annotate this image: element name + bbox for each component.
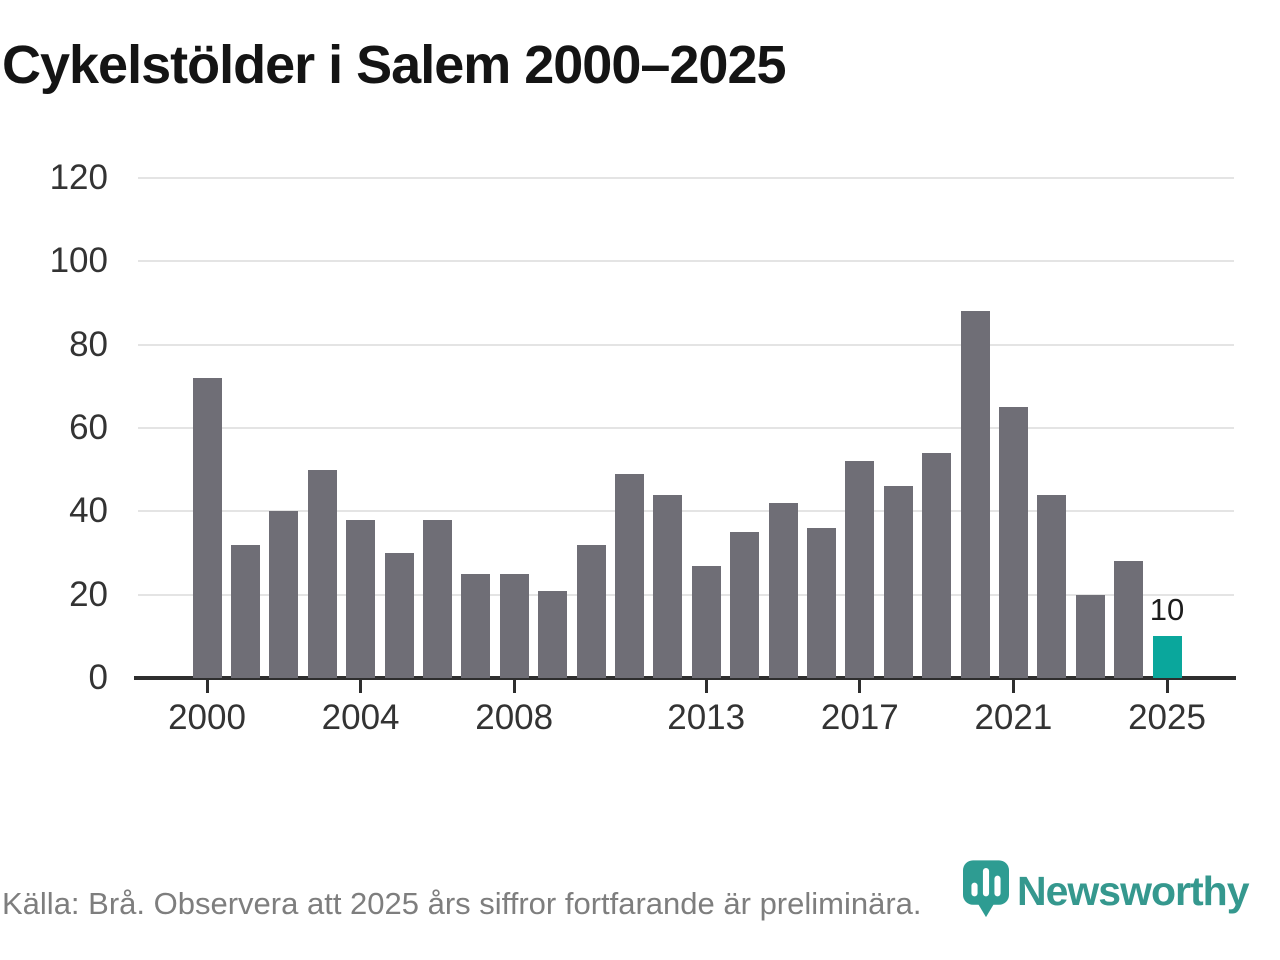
x-axis-label-2025: 2025 xyxy=(1128,698,1206,737)
bar-2002 xyxy=(269,511,299,678)
gridline-y-80 xyxy=(138,343,1234,346)
gridline-y-120 xyxy=(138,177,1234,179)
highlight-value-label: 10 xyxy=(1149,592,1185,628)
bar-2023 xyxy=(1075,594,1105,678)
newsworthy-logo-text: Newsworthy xyxy=(1017,868,1249,914)
gridline-y-60 xyxy=(138,427,1234,429)
x-axis-label-2013: 2013 xyxy=(667,698,746,737)
plot-area: 0 20 40 60 80 100 120 10 2000 2004 2008 2013 2017 202… xyxy=(50,158,1236,737)
x-axis-tick-2021 xyxy=(1011,680,1015,693)
bar-2015 xyxy=(768,503,798,678)
x-axis-tick-2025 xyxy=(1165,680,1169,693)
bar-2020 xyxy=(960,311,990,678)
bar-2022 xyxy=(1037,494,1067,678)
newsworthy-logo-icon xyxy=(963,860,1009,922)
bar-2013 xyxy=(691,565,721,678)
y-axis-label-20: 20 xyxy=(69,574,108,614)
x-axis-label-2008: 2008 xyxy=(475,698,554,737)
bar-2000 xyxy=(192,378,222,678)
y-axis-label-0: 0 xyxy=(88,658,108,697)
bar-2021 xyxy=(998,407,1028,678)
gridline-y-100 xyxy=(138,260,1234,263)
gridline-y-40 xyxy=(138,510,1234,513)
x-axis-label-2021: 2021 xyxy=(974,698,1053,737)
x-axis-line xyxy=(134,676,1236,680)
bar-2008 xyxy=(499,573,529,678)
y-axis-label-80: 80 xyxy=(69,324,108,364)
bar-2024 xyxy=(1114,561,1144,678)
bar-2011 xyxy=(614,473,644,678)
x-axis-tick-2017 xyxy=(858,680,862,693)
bar-2006 xyxy=(422,519,452,678)
x-axis-tick-2004 xyxy=(359,680,363,693)
newsworthy-logo: Newsworthy xyxy=(963,860,1249,922)
bar-2019 xyxy=(922,453,952,678)
source-note: Källa: Brå. Observera att 2025 års siffr… xyxy=(2,886,922,921)
bar-2005 xyxy=(384,553,414,678)
x-axis-label-2000: 2000 xyxy=(168,698,246,737)
bar-2016 xyxy=(806,528,836,678)
bar-2010 xyxy=(576,544,606,678)
bar-2014 xyxy=(730,532,760,678)
bar-2017 xyxy=(845,461,875,678)
y-axis-label-60: 60 xyxy=(69,408,108,447)
x-axis-tick-2013 xyxy=(704,680,708,693)
chart-title: Cykelstölder i Salem 2000–2025 xyxy=(2,35,787,95)
x-axis-tick-2000 xyxy=(205,680,209,693)
bar-2018 xyxy=(883,486,913,678)
x-axis-label-2004: 2004 xyxy=(321,698,400,737)
bar-2025 xyxy=(1152,636,1182,678)
bar-2007 xyxy=(461,573,491,678)
bar-2003 xyxy=(307,469,337,678)
x-axis-label-2017: 2017 xyxy=(820,698,899,737)
y-axis-label-120: 120 xyxy=(49,158,108,197)
bar-2004 xyxy=(346,519,376,678)
y-axis-label-40: 40 xyxy=(69,491,108,531)
bar-2009 xyxy=(538,590,568,678)
gridline-y-20 xyxy=(138,593,1234,596)
bar-2012 xyxy=(653,494,683,678)
x-axis-tick-2008 xyxy=(512,680,516,693)
bar-2001 xyxy=(230,544,260,678)
y-axis-label-100: 100 xyxy=(49,241,108,281)
